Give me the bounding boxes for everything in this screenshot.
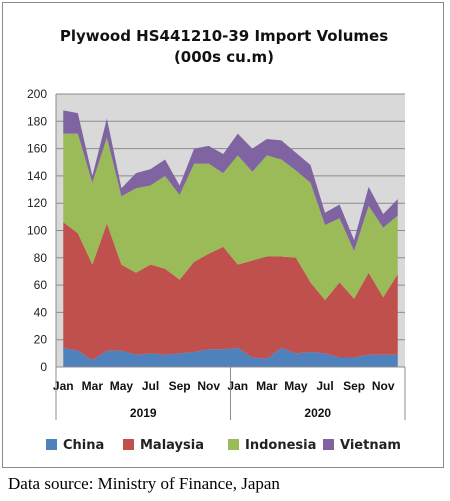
legend-label-vietnam: Vietnam xyxy=(340,438,401,453)
y-tick-label: 100 xyxy=(27,224,47,238)
legend-label-indonesia: Indonesia xyxy=(245,438,316,453)
x-tick-label: Nov xyxy=(372,379,395,393)
legend-label-china: China xyxy=(63,438,104,453)
x-tick-label: Jul xyxy=(142,379,159,393)
x-tick-label: May xyxy=(284,379,308,393)
y-tick-label: 60 xyxy=(34,278,48,292)
legend-label-malaysia: Malaysia xyxy=(140,438,204,453)
legend-swatch-malaysia xyxy=(123,439,134,450)
y-tick-label: 80 xyxy=(34,251,48,265)
y-tick-label: 40 xyxy=(34,305,48,319)
stacked-area-chart: 0 20 40 60 80 100 120 140 160 180 200 Jan Mar May Jul S… xyxy=(27,87,406,453)
y-tick-label: 140 xyxy=(27,169,47,183)
x-tick-label: Mar xyxy=(82,379,104,393)
y-tick-label: 0 xyxy=(40,360,47,374)
data-source-note: Data source: Ministry of Finance, Japan xyxy=(8,474,280,493)
chart-title: Plywood HS441210-39 Import Volumes xyxy=(59,27,389,45)
x-tick-label: Sep xyxy=(343,379,365,393)
x-tick-label: Jul xyxy=(316,379,333,393)
year-group-label: 2019 xyxy=(130,406,157,420)
year-group-label: 2020 xyxy=(304,406,331,420)
y-tick-label: 200 xyxy=(27,87,47,101)
area-series-indonesia xyxy=(63,133,398,301)
y-tick-label: 20 xyxy=(34,333,48,347)
area-series-china xyxy=(63,347,398,367)
y-tick-label: 120 xyxy=(27,196,47,210)
y-tick-label: 180 xyxy=(27,114,47,128)
area-series-vietnam xyxy=(63,110,398,251)
legend-swatch-indonesia xyxy=(228,439,239,450)
x-tick-label: Sep xyxy=(169,379,191,393)
y-tick-label: 160 xyxy=(27,142,47,156)
legend-swatch-china xyxy=(46,439,57,450)
area-series-malaysia xyxy=(63,222,398,361)
legend-swatch-vietnam xyxy=(323,439,334,450)
x-tick-label: Mar xyxy=(256,379,278,393)
x-tick-label: Jan xyxy=(227,379,248,393)
chart-subtitle-units: (000s cu.m) xyxy=(173,48,275,66)
x-tick-label: May xyxy=(110,379,134,393)
x-tick-label: Jan xyxy=(53,379,74,393)
chart-frame: Plywood HS441210-39 Import Volumes (000s… xyxy=(2,2,444,468)
x-tick-label: Nov xyxy=(197,379,220,393)
